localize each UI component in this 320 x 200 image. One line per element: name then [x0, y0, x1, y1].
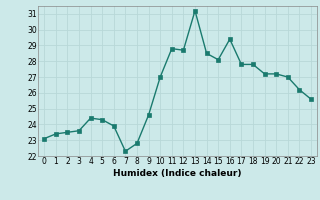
X-axis label: Humidex (Indice chaleur): Humidex (Indice chaleur)	[113, 169, 242, 178]
